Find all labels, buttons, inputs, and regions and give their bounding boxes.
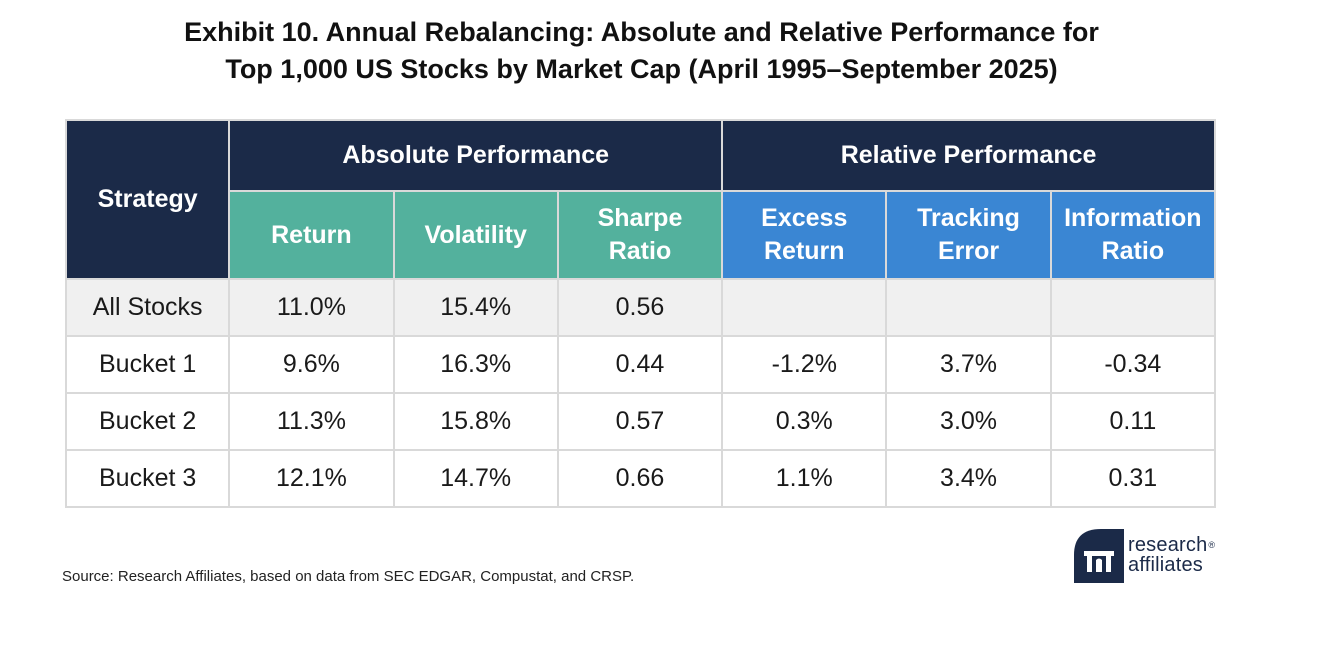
- volatility-header: Volatility: [392, 190, 559, 280]
- sharpe-cell: 0.66: [556, 449, 724, 508]
- relative-performance-header: Relative Performance: [721, 119, 1216, 192]
- tracking-error-header: Tracking Error: [885, 190, 1052, 280]
- title-line-2: Top 1,000 US Stocks by Market Cap (April…: [225, 54, 1058, 84]
- exhibit-title: Exhibit 10. Annual Rebalancing: Absolute…: [0, 14, 1283, 88]
- absolute-performance-header: Absolute Performance: [228, 119, 724, 192]
- logo-registered-mark: ®: [1208, 540, 1216, 550]
- table-row-bucket-1: Bucket 1 9.6% 16.3% 0.44 -1.2% 3.7% -0.3…: [64, 335, 1217, 394]
- strategy-header: Strategy: [64, 119, 231, 280]
- sharpe-cell: 0.57: [556, 392, 724, 451]
- strategy-cell: Bucket 2: [64, 392, 231, 451]
- return-cell: 11.0%: [228, 278, 395, 337]
- excess-return-header: Excess Return: [721, 190, 888, 280]
- logo-text-line-2: affiliates: [1128, 554, 1204, 576]
- excess-return-cell: -1.2%: [721, 335, 888, 394]
- volatility-cell: 15.4%: [392, 278, 559, 337]
- excess-return-cell: 1.1%: [721, 449, 888, 508]
- performance-table: Strategy Absolute Performance Relative P…: [64, 119, 1217, 508]
- excess-return-cell: [721, 278, 888, 337]
- logo-text-line-1: research: [1128, 534, 1208, 556]
- strategy-cell: All Stocks: [64, 278, 231, 337]
- sharpe-ratio-header: Sharpe Ratio: [556, 190, 724, 280]
- information-ratio-cell: [1049, 278, 1217, 337]
- return-cell: 12.1%: [228, 449, 395, 508]
- excess-return-cell: 0.3%: [721, 392, 888, 451]
- table-row-bucket-2: Bucket 2 11.3% 15.8% 0.57 0.3% 3.0% 0.11: [64, 392, 1217, 451]
- table-header-row-2: Return Volatility Sharpe Ratio Excess Retu…: [66, 190, 1217, 280]
- return-header: Return: [228, 190, 395, 280]
- table-row-bucket-3: Bucket 3 12.1% 14.7% 0.66 1.1% 3.4% 0.31: [64, 449, 1217, 508]
- volatility-cell: 16.3%: [392, 335, 559, 394]
- logo-badge-icon: [1074, 529, 1124, 583]
- sharpe-cell: 0.56: [556, 278, 724, 337]
- information-ratio-cell: -0.34: [1049, 335, 1217, 394]
- volatility-cell: 14.7%: [392, 449, 559, 508]
- table-row-all-stocks: All Stocks 11.0% 15.4% 0.56: [64, 278, 1217, 337]
- return-cell: 11.3%: [228, 392, 395, 451]
- tracking-error-cell: 3.7%: [885, 335, 1052, 394]
- information-ratio-cell: 0.31: [1049, 449, 1217, 508]
- title-line-1: Exhibit 10. Annual Rebalancing: Absolute…: [184, 17, 1099, 47]
- tracking-error-cell: 3.0%: [885, 392, 1052, 451]
- tracking-error-cell: 3.4%: [885, 449, 1052, 508]
- strategy-cell: Bucket 1: [64, 335, 231, 394]
- tracking-error-cell: [885, 278, 1052, 337]
- sharpe-cell: 0.44: [556, 335, 724, 394]
- information-ratio-cell: 0.11: [1049, 392, 1217, 451]
- information-ratio-header: Information Ratio: [1049, 190, 1217, 280]
- strategy-cell: Bucket 3: [64, 449, 231, 508]
- source-note: Source: Research Affiliates, based on da…: [62, 568, 635, 585]
- return-cell: 9.6%: [228, 335, 395, 394]
- research-affiliates-logo: research® affiliates: [1074, 529, 1224, 585]
- volatility-cell: 15.8%: [392, 392, 559, 451]
- logo-wordmark: research® affiliates: [1128, 535, 1215, 575]
- table-header-row-1: Strategy Absolute Performance Relative P…: [64, 119, 1216, 280]
